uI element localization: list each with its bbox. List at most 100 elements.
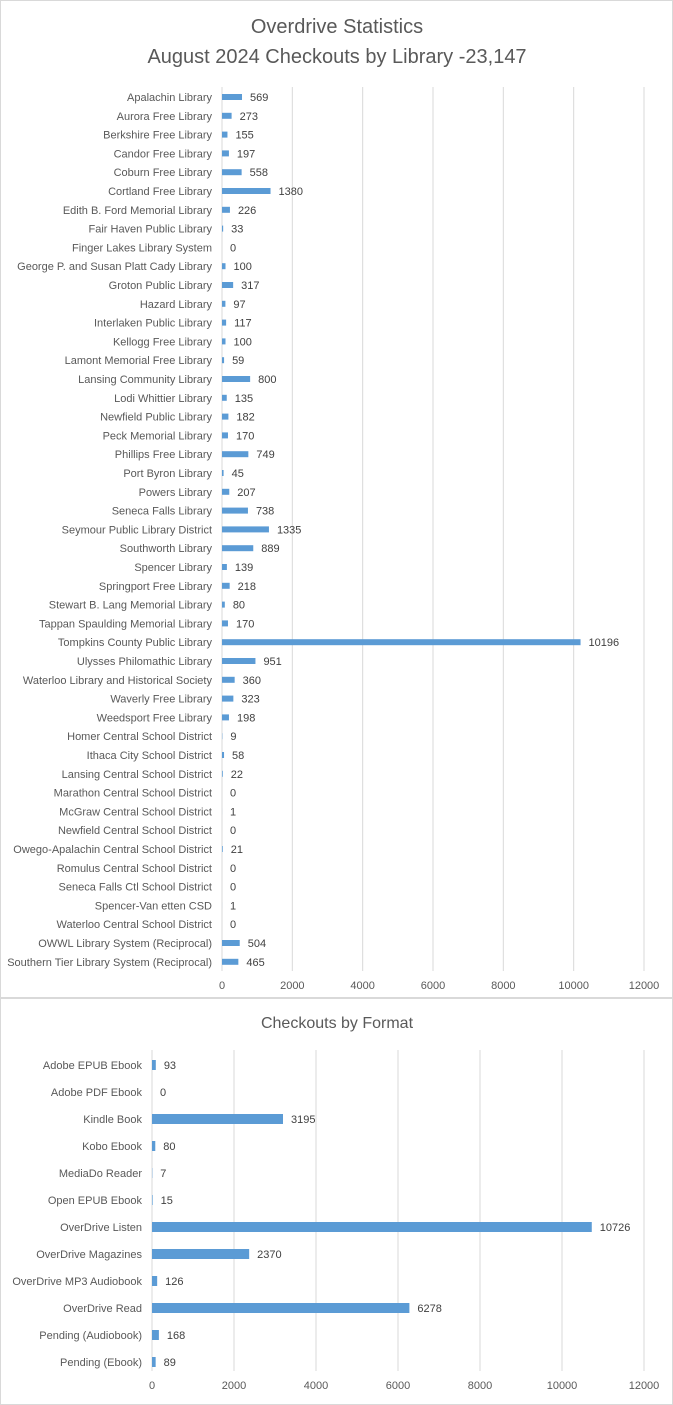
bar-row: Adobe PDF Ebook 0 (51, 1087, 166, 1099)
data-label: 569 (250, 92, 268, 104)
category-label: Ulysses Philomathic Library (77, 656, 213, 668)
category-label: Apalachin Library (127, 92, 212, 104)
bar-row: Tappan Spaulding Memorial Library 170 (39, 618, 254, 630)
bar (222, 752, 225, 758)
bar (152, 1141, 156, 1151)
data-label: 738 (256, 506, 274, 518)
bar-row: Interlaken Public Library 117 (94, 318, 252, 330)
data-label: 2370 (257, 1249, 281, 1261)
bar (222, 188, 271, 194)
category-label: OverDrive Read (63, 1303, 142, 1315)
bar-row: Adobe EPUB Ebook 93 (43, 1060, 176, 1072)
bar (222, 394, 227, 401)
category-label: Powers Library (139, 487, 213, 499)
data-label: 0 (230, 825, 236, 837)
bar-row: Romulus Central School District 0 (57, 863, 236, 875)
data-label: 155 (235, 130, 253, 142)
bar (222, 225, 224, 232)
bar (222, 507, 248, 514)
data-label: 9 (230, 731, 236, 743)
bar-row: Tompkins County Public Library 10196 (58, 637, 619, 649)
bar-row: Homer Central School District 9 (67, 731, 236, 743)
data-label: 749 (256, 449, 274, 461)
data-label: 139 (235, 562, 253, 574)
data-label: 218 (238, 581, 256, 593)
category-label: Marathon Central School District (54, 788, 212, 800)
category-label: Waterloo Central School District (57, 919, 212, 931)
bar-row: Ithaca City School District 58 (87, 750, 245, 762)
bar-row: OWWL Library System (Reciprocal) 504 (38, 938, 266, 950)
category-label: Open EPUB Ebook (48, 1195, 143, 1207)
bar-row: Spencer Library 139 (134, 562, 253, 574)
data-label: 97 (233, 299, 245, 311)
category-label: Spencer Library (134, 562, 212, 574)
bar (222, 376, 251, 382)
bar-row: Owego-Apalachin Central School District 2… (13, 844, 243, 856)
bar-row: Stewart B. Lang Memorial Library 80 (49, 600, 245, 612)
bar-row: Port Byron Library 45 (123, 468, 243, 480)
bar-row: Groton Public Library 317 (109, 280, 260, 292)
bar (222, 94, 243, 100)
category-label: MediaDo Reader (59, 1168, 142, 1180)
bar-row: Spencer-Van etten CSD 1 (95, 900, 236, 912)
bar (222, 658, 256, 664)
bar (222, 545, 254, 552)
data-label: 170 (236, 618, 254, 630)
bar-row: Open EPUB Ebook 15 (48, 1195, 173, 1207)
data-label: 22 (231, 769, 243, 781)
x-tick-label: 4000 (350, 980, 374, 992)
gridlines (151, 1050, 645, 1371)
bar-row: Seymour Public Library District 1335 (62, 524, 302, 536)
category-label: Groton Public Library (109, 280, 213, 292)
category-label: Kellogg Free Library (113, 336, 213, 348)
data-label: 21 (231, 844, 243, 856)
bar (222, 770, 223, 777)
bar-row: Lodi Whittier Library 135 (114, 393, 253, 405)
bar-row: Kobo Ebook 80 (82, 1141, 176, 1153)
category-label: Coburn Free Library (114, 167, 213, 179)
category-label: Finger Lakes Library System (72, 242, 212, 254)
data-label: 198 (237, 712, 255, 724)
category-label: Newfield Central School District (58, 825, 212, 837)
category-label: Lamont Memorial Free Library (65, 355, 213, 367)
bar-row: OverDrive Magazines 2370 (36, 1249, 282, 1261)
category-label: Port Byron Library (123, 468, 212, 480)
category-label: Spencer-Van etten CSD (95, 900, 212, 912)
data-label: 100 (234, 261, 252, 273)
bar-row: OverDrive MP3 Audiobook 126 (12, 1276, 184, 1288)
data-label: 117 (234, 318, 252, 330)
bar (222, 169, 242, 176)
x-tick-label: 2000 (280, 980, 304, 992)
bar (222, 319, 227, 326)
bar (222, 413, 229, 420)
bar (222, 112, 232, 119)
bar (152, 1195, 153, 1205)
category-label: Lansing Community Library (78, 374, 212, 386)
bar-row: Southern Tier Library System (Reciprocal… (7, 957, 265, 969)
x-tick-label: 0 (149, 1380, 155, 1392)
bar (222, 695, 234, 702)
bar (152, 1060, 156, 1070)
data-label: 1 (230, 806, 236, 818)
bar-row: Pending (Ebook) 89 (60, 1357, 176, 1369)
data-label: 89 (164, 1357, 176, 1369)
data-label: 207 (237, 487, 255, 499)
category-label: Newfield Public Library (100, 412, 212, 424)
x-tick-label: 10000 (558, 980, 589, 992)
category-label: McGraw Central School District (59, 806, 212, 818)
category-label: Interlaken Public Library (94, 318, 213, 330)
category-label: Phillips Free Library (115, 449, 213, 461)
chart-subtitle: August 2024 Checkouts by Library -23,147 (147, 46, 526, 68)
bar (222, 676, 235, 683)
bar-row: Phillips Free Library 749 (115, 449, 275, 461)
bar (222, 131, 228, 138)
data-label: 6278 (417, 1303, 441, 1315)
bar (152, 1114, 283, 1124)
category-label: Springport Free Library (99, 581, 213, 593)
category-label: Homer Central School District (67, 731, 212, 743)
bar-row: Ulysses Philomathic Library 951 (77, 656, 282, 668)
bar-row: McGraw Central School District 1 (59, 806, 236, 818)
data-label: 168 (167, 1330, 185, 1342)
data-label: 170 (236, 430, 254, 442)
category-label: OverDrive MP3 Audiobook (12, 1276, 142, 1288)
